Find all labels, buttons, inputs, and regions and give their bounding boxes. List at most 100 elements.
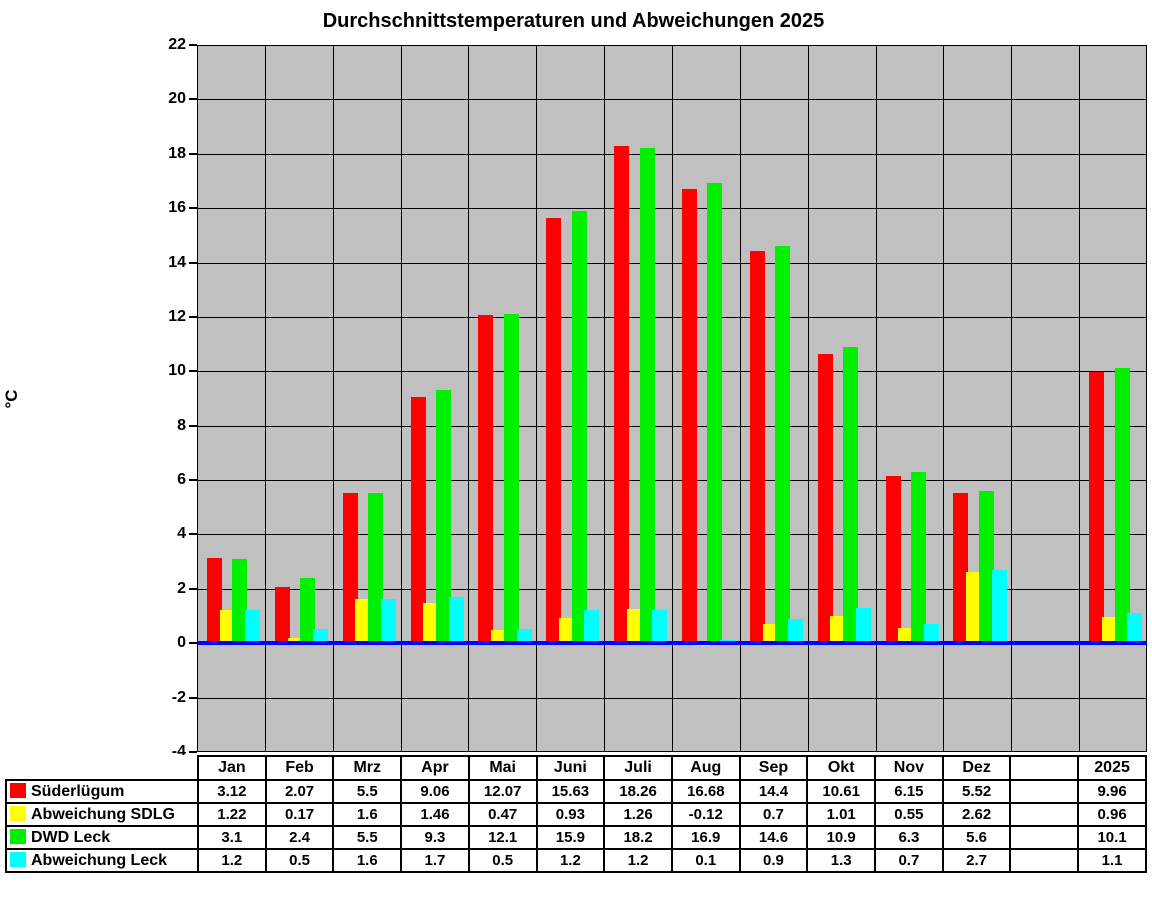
y-tick-mark <box>189 479 197 481</box>
table-corner-blank <box>6 756 198 780</box>
y-tick-label: 18 <box>168 145 186 162</box>
value-cell: 10.1 <box>1077 825 1147 850</box>
legend-label: Süderlügum <box>31 782 125 800</box>
y-tick-label: 16 <box>168 199 186 216</box>
value-cell: 0.5 <box>467 848 538 873</box>
y-tick-label: 2 <box>177 580 186 597</box>
bar-dwd-leck <box>639 148 655 643</box>
value-cell: 1.7 <box>400 848 470 873</box>
value-cell: 0.93 <box>535 802 606 827</box>
v-gridline <box>1079 45 1080 752</box>
value-cell: 3.1 <box>197 825 267 850</box>
value-cell: 1.01 <box>806 802 877 827</box>
month-header-cell: Jan <box>197 755 267 781</box>
legend-swatch <box>10 851 26 867</box>
value-cell: -0.12 <box>670 802 741 827</box>
legend-label: DWD Leck <box>31 828 111 846</box>
value-cell: 12.07 <box>467 779 538 804</box>
value-cell <box>1009 848 1080 873</box>
v-gridline <box>808 45 809 752</box>
y-tick-mark <box>189 98 197 100</box>
bar-abweichung-leck <box>516 629 532 643</box>
y-tick-label: 6 <box>177 471 186 488</box>
v-gridline <box>604 45 605 752</box>
value-cell: 15.63 <box>535 779 606 804</box>
v-gridline <box>672 45 673 752</box>
v-gridline <box>197 45 198 752</box>
value-cell: 6.15 <box>874 779 944 804</box>
legend-cell: DWD Leck <box>5 825 199 850</box>
y-tick-mark <box>189 370 197 372</box>
y-tick-mark <box>189 588 197 590</box>
legend-label: Abweichung Leck <box>31 851 168 869</box>
bar-dwd-leck <box>368 493 384 643</box>
month-header-cell: Mai <box>467 755 538 781</box>
bar-dwd-leck <box>232 559 248 643</box>
bar-abweichung-leck <box>652 610 668 643</box>
value-cell: 0.1 <box>670 848 741 873</box>
value-cell <box>1009 802 1080 827</box>
v-gridline <box>468 45 469 752</box>
bar-dwd-leck <box>571 211 587 643</box>
table-row: DWD Leck 3.1 2.4 5.5 9.3 12.1 15.9 18.2 16.9 14.6… <box>5 825 1147 850</box>
bar-dwd-leck <box>503 314 519 643</box>
value-cell: 16.9 <box>670 825 741 850</box>
y-tick-label: 8 <box>177 417 186 434</box>
bar-abweichung-sdlg <box>966 572 982 643</box>
bar-abweichung-sdlg <box>559 618 574 643</box>
y-tick-label: 4 <box>177 525 186 542</box>
y-tick-mark <box>189 425 197 427</box>
bar-abweichung-sdlg <box>287 638 303 643</box>
bar-abweichung-sdlg <box>762 624 778 643</box>
bar-dwd-leck <box>775 246 791 643</box>
bar-s-derl-gum <box>682 189 697 643</box>
value-cell: 15.9 <box>535 825 606 850</box>
value-cell: 5.5 <box>332 825 403 850</box>
bar-abweichung-leck <box>991 570 1007 643</box>
bar-abweichung-sdlg <box>830 616 846 643</box>
value-cell: 0.47 <box>467 802 538 827</box>
value-cell: 10.61 <box>806 779 877 804</box>
value-cell: 2.4 <box>264 825 335 850</box>
bar-abweichung-leck <box>1127 613 1143 643</box>
y-tick-label: 12 <box>168 308 186 325</box>
bar-s-derl-gum <box>478 315 494 643</box>
value-cell: 1.2 <box>197 848 267 873</box>
bar-s-derl-gum <box>546 218 562 643</box>
bar-s-derl-gum <box>274 587 290 643</box>
value-cell: 1.46 <box>400 802 470 827</box>
y-tick-mark <box>189 153 197 155</box>
legend-swatch <box>10 805 26 821</box>
table-row: Abweichung Leck 1.2 0.5 1.6 1.7 0.5 1.2 1.2 0.1 0… <box>5 848 1147 873</box>
month-header-cell: Apr <box>400 755 470 781</box>
v-gridline <box>401 45 402 752</box>
value-cell: 1.3 <box>806 848 877 873</box>
bar-abweichung-sdlg <box>423 603 439 643</box>
month-header-cell: Nov <box>874 755 944 781</box>
value-cell: 9.06 <box>400 779 470 804</box>
y-tick-mark <box>189 533 197 535</box>
value-cell: 5.52 <box>941 779 1012 804</box>
table-row: Abweichung SDLG 1.22 0.17 1.6 1.46 0.47 0.93 1.… <box>5 802 1147 827</box>
bar-abweichung-leck <box>313 629 328 643</box>
value-cell: 2.7 <box>941 848 1012 873</box>
value-cell: 18.2 <box>603 825 673 850</box>
value-cell: 9.3 <box>400 825 470 850</box>
value-cell: 6.3 <box>874 825 944 850</box>
v-gridline <box>1146 45 1147 752</box>
legend-cell: Abweichung Leck <box>5 848 199 873</box>
v-gridline <box>265 45 266 752</box>
bar-s-derl-gum <box>953 493 969 643</box>
y-tick-label: 14 <box>168 254 186 271</box>
value-cell: 0.96 <box>1077 802 1147 827</box>
y-tick-mark <box>189 751 197 753</box>
bar-s-derl-gum <box>614 146 630 643</box>
month-header-cell: Feb <box>264 755 335 781</box>
bar-s-derl-gum <box>410 397 426 643</box>
y-tick-mark <box>189 207 197 209</box>
plot-area <box>197 45 1147 752</box>
value-cell: 3.12 <box>197 779 267 804</box>
v-gridline <box>943 45 944 752</box>
bar-dwd-leck <box>1114 368 1130 643</box>
month-header-row: Jan Feb Mrz Apr Mai Juni Juli Aug Sep Okt Nov Dez 20… <box>6 755 1147 781</box>
